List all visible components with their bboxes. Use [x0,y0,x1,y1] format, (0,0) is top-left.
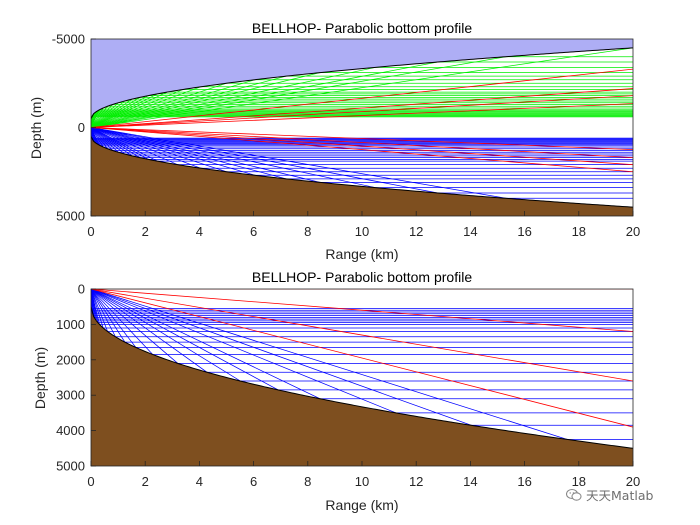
ray-multi-bounce [91,127,633,158]
x-tick-label: 18 [572,474,586,489]
x-axis-title-bottom: Range (km) [325,497,398,513]
x-tick-label: 14 [463,474,477,489]
y-tick-label: 2000 [56,352,85,367]
chart-title-bottom: BELLHOP- Parabolic bottom profile [252,269,472,285]
x-axis-top: 0 2 4 6 8 10 12 14 16 18 20 [87,211,640,239]
x-tick-label: 20 [626,224,640,239]
x-tick-label: 8 [304,224,311,239]
x-tick-label: 4 [196,474,203,489]
ray-multi-bounce [91,289,633,382]
x-tick-label: 4 [196,224,203,239]
x-tick-label: 0 [87,224,94,239]
bottom-boundary-line [91,136,633,208]
ray-multi-bounce [91,88,633,128]
ray-multi-bounce [91,127,633,166]
chart-title-top: BELLHOP- Parabolic bottom profile [252,20,472,36]
watermark-text: 天天Matlab [586,488,654,503]
x-axis-title-top: Range (km) [325,246,398,262]
surface-boundary-line [91,47,633,119]
plot-area-top [91,39,633,216]
wechat-icon [566,488,582,501]
y-tick-label: -5000 [52,32,85,47]
ray-multi-bounce [91,127,633,173]
x-tick-label: 10 [355,224,369,239]
ray-multi-bounce [91,289,633,428]
ray-multi-bounce [91,289,633,332]
x-tick-label: 12 [409,224,423,239]
plot-area-bottom [91,289,633,466]
surface-region [91,39,633,119]
bottom-region [91,136,633,216]
y-tick-label: 0 [78,282,85,297]
x-tick-label: 16 [517,474,531,489]
x-tick-label: 14 [463,224,477,239]
y-tick-label: 4000 [56,423,85,438]
y-axis-top: -5000 0 5000 [52,32,96,224]
ray-multi-bounce [91,127,633,151]
x-tick-label: 10 [355,474,369,489]
chart-panel-top: BELLHOP- Parabolic bottom profile 0 2 4 6 8 1… [28,20,640,262]
x-tick-label: 8 [304,474,311,489]
x-tick-label: 0 [87,474,94,489]
x-tick-label: 6 [250,224,257,239]
x-tick-label: 18 [572,224,586,239]
ray-multi-bounce [91,68,633,128]
bottom-boundary-line [91,306,633,449]
x-tick-label: 20 [626,474,640,489]
y-tick-label: 3000 [56,388,85,403]
x-axis-bottom: 0 2 4 6 8 10 12 14 16 18 20 [87,461,640,489]
y-tick-label: 0 [78,120,85,135]
y-tick-label: 5000 [56,459,85,474]
x-tick-label: 16 [517,224,531,239]
y-tick-label: 5000 [56,209,85,224]
chart-panel-bottom: BELLHOP- Parabolic bottom profile 0 2 4 6 8 1… [32,269,640,513]
x-tick-label: 2 [142,474,149,489]
bottom-region [91,306,633,466]
ray-multi-bounce [91,103,633,128]
y-axis-bottom: 0 1000 2000 3000 4000 5000 [56,282,96,474]
y-axis-title-bottom: Depth (m) [32,347,48,409]
watermark: 天天Matlab [566,485,653,504]
y-axis-title-top: Depth (m) [28,97,44,159]
y-tick-label: 1000 [56,317,85,332]
x-tick-label: 12 [409,474,423,489]
x-tick-label: 2 [142,224,149,239]
x-tick-label: 6 [250,474,257,489]
ray-multi-bounce [91,95,633,128]
ray-surface-reflected [91,47,633,128]
